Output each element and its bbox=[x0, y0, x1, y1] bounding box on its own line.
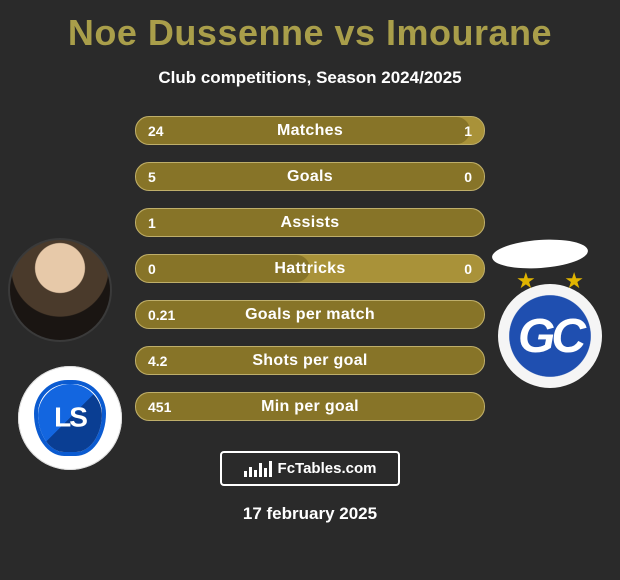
stat-label: Shots per goal bbox=[252, 352, 367, 370]
stat-label: Goals bbox=[287, 168, 333, 186]
star-icon: ★ bbox=[516, 268, 536, 294]
player-right-avatar bbox=[491, 237, 589, 272]
stat-value-right: 1 bbox=[464, 123, 472, 139]
subtitle: Club competitions, Season 2024/2025 bbox=[0, 68, 620, 88]
stat-row: 24 Matches 1 bbox=[135, 116, 485, 145]
stat-value-left: 0 bbox=[148, 261, 156, 277]
stat-label: Hattricks bbox=[274, 260, 345, 278]
stat-value-left: 5 bbox=[148, 169, 156, 185]
stat-row: 0.21 Goals per match bbox=[135, 300, 485, 329]
stat-value-left: 1 bbox=[148, 215, 156, 231]
club-left-initials: LS bbox=[54, 401, 86, 433]
stat-row: 0 Hattricks 0 bbox=[135, 254, 485, 283]
star-icon: ★ bbox=[564, 268, 584, 294]
stat-value-left: 24 bbox=[148, 123, 164, 139]
stat-row: 5 Goals 0 bbox=[135, 162, 485, 191]
stat-value-left: 0.21 bbox=[148, 307, 175, 323]
stat-label: Assists bbox=[280, 214, 339, 232]
stat-row: 451 Min per goal bbox=[135, 392, 485, 421]
stat-value-right: 0 bbox=[464, 261, 472, 277]
stat-label: Goals per match bbox=[245, 306, 375, 324]
bars-icon bbox=[244, 461, 272, 477]
player-left-avatar bbox=[8, 238, 112, 342]
stat-label: Matches bbox=[277, 122, 343, 140]
stat-value-left: 4.2 bbox=[148, 353, 167, 369]
stat-value-left: 451 bbox=[148, 399, 171, 415]
fctables-logo: FcTables.com bbox=[220, 451, 400, 486]
logo-text: FcTables.com bbox=[278, 460, 377, 477]
comparison-stage: LS ★ ★ GC 24Matches15Goals01Assists0Hatt… bbox=[0, 116, 620, 421]
club-right-badge: ★ ★ GC bbox=[498, 284, 602, 388]
club-right-initials: GC bbox=[518, 309, 582, 364]
stat-row: 1 Assists bbox=[135, 208, 485, 237]
stat-value-right: 0 bbox=[464, 169, 472, 185]
stat-bars: 24 Matches 1 5 Goals 0 1 Assists 0 Hattricks 0 0.21… bbox=[135, 116, 485, 421]
stat-label: Min per goal bbox=[261, 398, 359, 416]
page-title: Noe Dussenne vs Imourane bbox=[0, 0, 620, 54]
date-label: 17 february 2025 bbox=[0, 504, 620, 524]
club-left-badge: LS bbox=[18, 366, 122, 470]
stat-row: 4.2 Shots per goal bbox=[135, 346, 485, 375]
